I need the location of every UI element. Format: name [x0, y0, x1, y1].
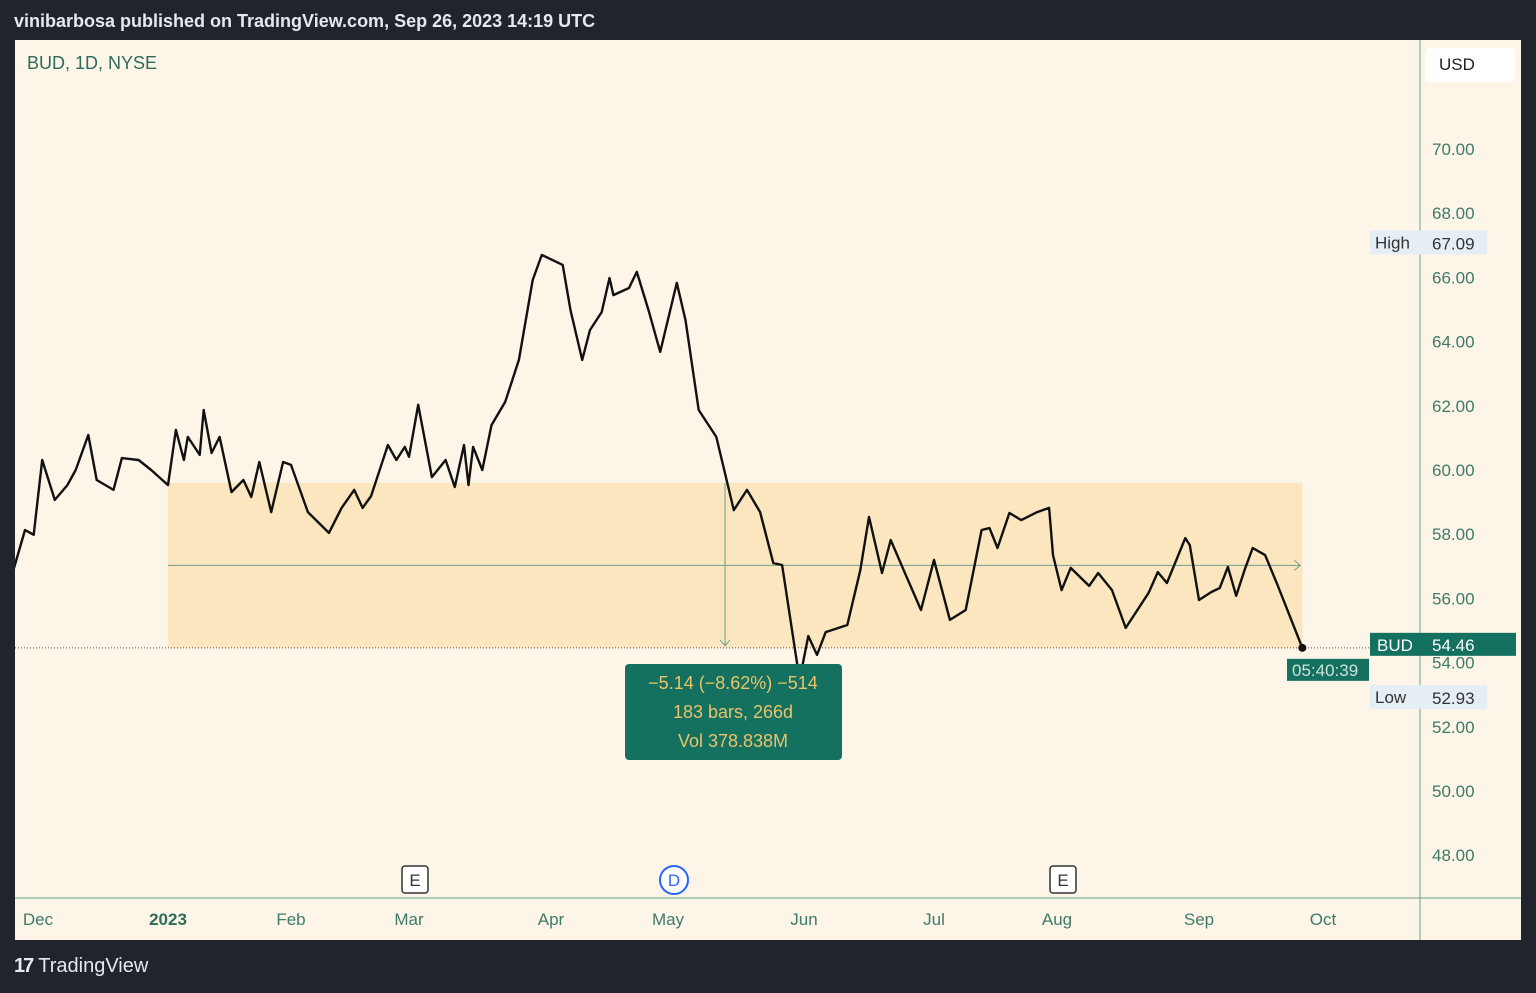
- x-tick-label: Mar: [394, 910, 424, 929]
- current-symbol-label: BUD: [1377, 636, 1413, 655]
- bar-countdown: 05:40:39: [1292, 661, 1358, 680]
- high-tag: [1370, 230, 1487, 255]
- arrow-down-icon: [719, 639, 731, 647]
- arrow-right-icon: [1294, 559, 1302, 571]
- y-tick-label: 56.00: [1432, 589, 1475, 608]
- measure-line2: 183 bars, 266d: [673, 702, 793, 722]
- x-tick-label: Dec: [23, 910, 54, 929]
- low-tag: [1370, 684, 1487, 709]
- y-tick-label: 54.00: [1432, 654, 1475, 673]
- high-tag-label: High: [1375, 233, 1410, 252]
- y-tick-label: 62.00: [1432, 397, 1475, 416]
- publish-header: vinibarbosa published on TradingView.com…: [14, 11, 596, 31]
- measure-line1: −5.14 (−8.62%) −514: [648, 673, 818, 693]
- y-tick-label: 60.00: [1432, 461, 1475, 480]
- countdown-tag: [1287, 658, 1369, 681]
- x-tick-label: Jul: [923, 910, 945, 929]
- price-line: [15, 253, 1304, 682]
- earnings-marker[interactable]: [401, 865, 429, 894]
- y-tick-label: 50.00: [1432, 782, 1475, 801]
- low-tag-label: Low: [1375, 688, 1407, 707]
- footer: 17 TradingView: [14, 955, 148, 978]
- currency-label: USD: [1439, 55, 1475, 74]
- y-tick-label: 52.00: [1432, 718, 1475, 737]
- marker-label: E: [409, 871, 420, 890]
- marker-label: E: [1057, 871, 1068, 890]
- y-tick-label: 68.00: [1432, 204, 1475, 223]
- marker-label: D: [668, 871, 680, 890]
- currency-button[interactable]: [1425, 48, 1515, 82]
- last-price-dot: [1298, 643, 1307, 652]
- low-tag-value: 52.93: [1432, 689, 1475, 708]
- high-tag-value: 67.09: [1432, 234, 1475, 253]
- earnings-marker[interactable]: [1049, 865, 1077, 894]
- x-tick-label: Oct: [1310, 910, 1337, 929]
- x-tick-label: Feb: [276, 910, 305, 929]
- x-tick-label: 2023: [149, 910, 187, 929]
- dividend-marker[interactable]: [659, 865, 689, 895]
- y-tick-label: 64.00: [1432, 333, 1475, 352]
- x-tick-label: May: [652, 910, 685, 929]
- x-tick-label: Apr: [538, 910, 565, 929]
- current-price-value: 54.46: [1432, 636, 1475, 655]
- measure-line3: Vol 378.838M: [678, 731, 788, 751]
- measure-info-box: [625, 664, 842, 760]
- price-chart[interactable]: −5.14 (−8.62%) −514 183 bars, 266d Vol 378…: [15, 40, 1521, 940]
- x-tick-label: Jun: [790, 910, 817, 929]
- y-tick-label: 70.00: [1432, 140, 1475, 159]
- footer-brand[interactable]: TradingView: [38, 955, 149, 977]
- y-tick-label: 58.00: [1432, 525, 1475, 544]
- y-tick-label: 48.00: [1432, 846, 1475, 865]
- symbol-label: BUD, 1D, NYSE: [27, 53, 157, 73]
- x-tick-label: Sep: [1184, 910, 1214, 929]
- x-tick-label: Aug: [1042, 910, 1072, 929]
- y-tick-label: 66.00: [1432, 268, 1475, 287]
- current-price-tag: [1370, 632, 1516, 656]
- tradingview-logo-icon: 17: [14, 955, 34, 977]
